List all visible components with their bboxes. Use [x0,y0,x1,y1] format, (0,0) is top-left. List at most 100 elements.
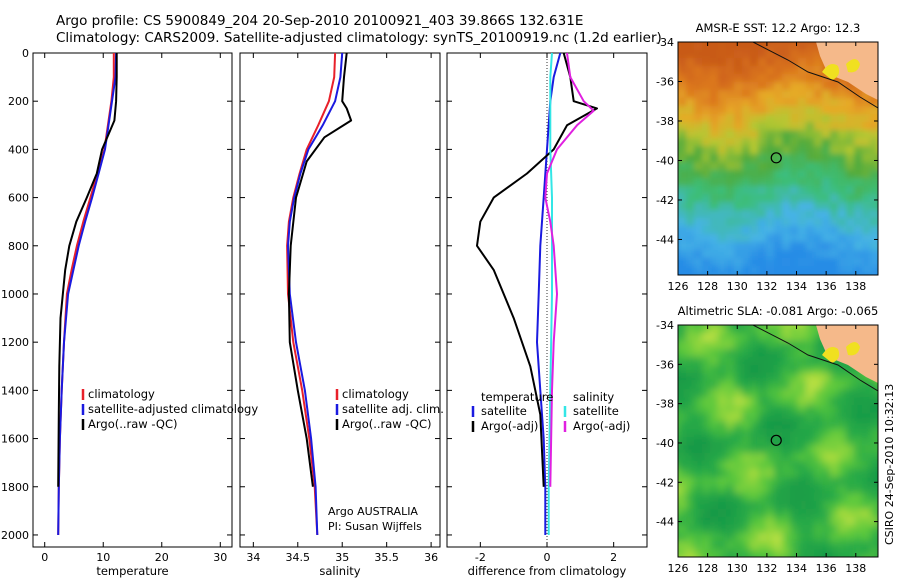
x-axis-label: temperature [96,564,168,578]
shelf-shallows [822,64,840,80]
map-frame [677,41,879,276]
x-tick-label: 130 [727,280,748,293]
y-tick-label: 1400 [1,384,29,397]
land-mass [816,325,878,383]
x-tick-label: 34 [246,551,260,564]
y-tick-label: -36 [656,75,674,88]
y-tick-label: 600 [8,192,29,205]
y-tick-label: 1200 [1,336,29,349]
y-tick-label: -34 [656,319,674,332]
y-tick-label: 800 [8,240,29,253]
series-line [57,53,115,536]
axes-frame [32,52,233,548]
y-tick-label: 400 [8,143,29,156]
y-tick-label: 1800 [1,481,29,494]
axes-frame [239,52,441,548]
x-tick-label: 136 [816,562,837,575]
x-tick-label: -2 [475,551,486,564]
x-tick-label: 138 [845,280,866,293]
legend-label: climatology [342,387,409,401]
shelf-shallows [846,59,860,73]
y-tick-label: -34 [656,36,674,49]
y-tick-label: -38 [656,115,674,128]
coastline [752,42,878,109]
series-line [544,52,595,487]
map-panel-amsr-sst-map: AMSR-E SST: 12.2 Argo: 12.3 126 128 130 132 1… [656,21,879,293]
footer-timestamp: CSIRO 24-Sep-2010 10:32:13 [883,384,896,545]
legend-label: satellite adj. clim. [342,402,444,416]
map-panel-altimetric-sla-map: Altimetric SLA: -0.081 Argo: -0.065 126 12… [656,304,879,575]
y-tick-label: 1600 [1,433,29,446]
y-tick-label: -44 [656,233,674,246]
shelf-shallows [846,342,860,356]
x-tick-label: 128 [697,280,718,293]
x-axis-label: difference from climatology [468,564,627,578]
x-tick-label: 126 [668,562,689,575]
legend-label: satellite-adjusted climatology [88,402,258,416]
x-tick-label: 30 [213,551,227,564]
x-tick-label: 134 [786,280,807,293]
float-position-marker [770,152,782,164]
map-field [678,325,878,557]
legend-label: Argo(..raw -QC) [342,417,432,431]
x-tick-label: 36 [424,551,438,564]
legend-label: Argo(-adj) [481,419,538,433]
map-title: Altimetric SLA: -0.081 Argo: -0.065 [678,304,879,318]
coastline [752,325,878,392]
series-line [287,52,353,487]
y-tick-label: -38 [656,398,674,411]
shelf-shallows [822,347,840,363]
map-title: AMSR-E SST: 12.2 Argo: 12.3 [696,21,861,35]
y-tick-label: -40 [656,154,674,167]
x-tick-label: 20 [155,551,169,564]
series-line [286,52,337,536]
legend-label: satellite [573,404,619,418]
y-tick-label: 2000 [1,529,29,542]
figure-title-line1: Argo profile: CS 5900849_204 20-Sep-2010… [56,13,584,29]
series-line [287,52,344,536]
x-tick-label: 132 [756,280,777,293]
x-tick-label: 130 [727,562,748,575]
legend-label: satellite [481,404,527,418]
y-tick-label: 1000 [1,288,29,301]
y-tick-label: -42 [656,194,674,207]
map-frame [677,324,879,558]
y-tick-label: -44 [656,516,674,529]
annotation-text: PI: Susan Wijffels [328,520,422,533]
x-axis-label: salinity [319,564,360,578]
profile-panel-temperature: 0 10 20 30 0 200 400 600 800 1000 1200 1400 1600 1800… [1,47,258,578]
legend-label: Argo(-adj) [573,419,630,433]
series-line [57,52,118,536]
legend-label: Argo(..raw -QC) [88,417,178,431]
x-tick-label: 34.5 [286,551,311,564]
x-tick-label: 136 [816,280,837,293]
legend-heading: salinity [573,390,614,404]
x-tick-label: 35 [335,551,349,564]
y-tick-label: -40 [656,437,674,450]
profile-panel-salinity: 34 34.5 35 35.5 36 salinity climatologysatelli… [239,52,444,578]
legend-label: climatology [88,387,155,401]
legend-heading: temperature [481,390,553,404]
x-tick-label: 0 [544,551,551,564]
series-line [57,53,118,487]
float-position-marker [770,434,782,446]
y-tick-label: -42 [656,476,674,489]
x-tick-label: 126 [668,280,689,293]
x-tick-label: 138 [845,562,866,575]
y-tick-label: 200 [8,95,29,108]
figure-title-line2: Climatology: CARS2009. Satellite-adjuste… [56,30,662,46]
series-line [547,52,553,535]
x-tick-label: 10 [96,551,110,564]
y-tick-label: -36 [656,358,674,371]
x-tick-label: 35.5 [374,551,399,564]
x-tick-label: 128 [697,562,718,575]
series-line [476,52,598,487]
y-tick-label: 0 [22,47,29,60]
x-tick-label: 134 [786,562,807,575]
land-mass [816,42,878,100]
x-tick-label: 2 [610,551,617,564]
x-tick-label: 132 [756,562,777,575]
x-tick-label: 0 [41,551,48,564]
